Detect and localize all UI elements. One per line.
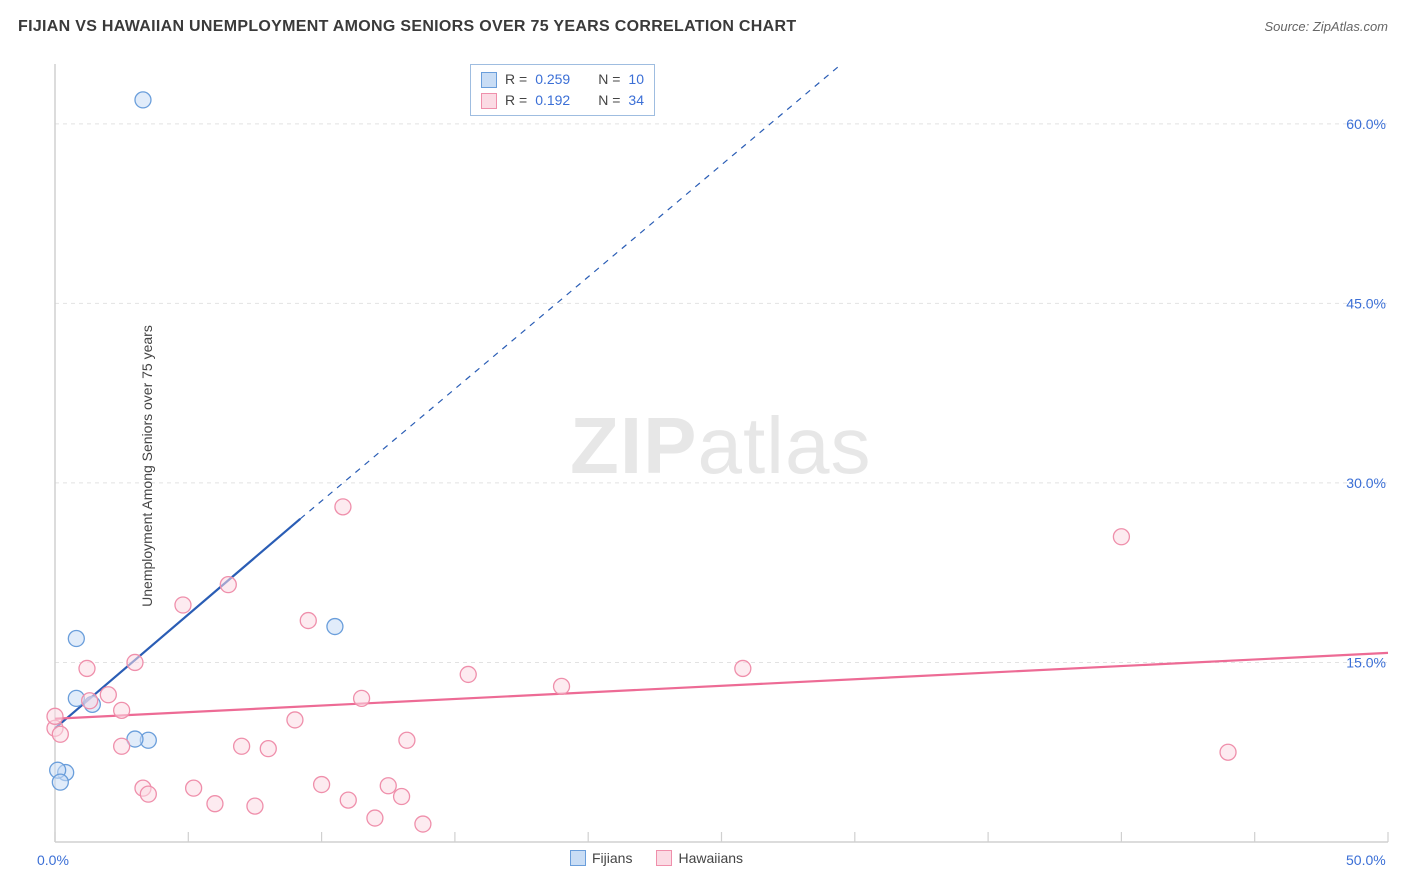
legend-swatch: [481, 72, 497, 88]
legend-item: Fijians: [570, 850, 632, 866]
svg-text:45.0%: 45.0%: [1346, 295, 1386, 311]
scatter-plot: 15.0% 30.0% 45.0% 60.0%: [0, 50, 1406, 882]
legend-swatch: [481, 93, 497, 109]
svg-text:15.0%: 15.0%: [1346, 654, 1386, 670]
stat-n-label: N =: [598, 90, 620, 111]
stat-n-value: 34: [628, 90, 644, 111]
chart-title: FIJIAN VS HAWAIIAN UNEMPLOYMENT AMONG SE…: [18, 18, 796, 36]
stats-row: R = 0.259 N = 10: [481, 69, 644, 90]
origin-label: 0.0%: [37, 852, 69, 868]
chart-area: Unemployment Among Seniors over 75 years…: [0, 50, 1406, 882]
stat-n-label: N =: [598, 69, 620, 90]
stat-n-value: 10: [628, 69, 644, 90]
stat-r-label: R =: [505, 69, 527, 90]
stat-r-value: 0.192: [535, 90, 570, 111]
series-legend: Fijians Hawaiians: [570, 850, 743, 866]
y-axis-label: Unemployment Among Seniors over 75 years: [139, 325, 155, 607]
legend-swatch: [656, 850, 672, 866]
legend-label: Fijians: [592, 850, 632, 866]
xmax-label: 50.0%: [1346, 852, 1386, 868]
chart-header: FIJIAN VS HAWAIIAN UNEMPLOYMENT AMONG SE…: [18, 18, 1388, 36]
chart-source: Source: ZipAtlas.com: [1264, 19, 1388, 34]
stat-r-value: 0.259: [535, 69, 570, 90]
legend-item: Hawaiians: [656, 850, 743, 866]
svg-text:60.0%: 60.0%: [1346, 116, 1386, 132]
stats-row: R = 0.192 N = 34: [481, 90, 644, 111]
legend-label: Hawaiians: [678, 850, 743, 866]
stat-r-label: R =: [505, 90, 527, 111]
stats-legend-box: R = 0.259 N = 10 R = 0.192 N = 34: [470, 64, 655, 116]
svg-text:30.0%: 30.0%: [1346, 475, 1386, 491]
legend-swatch: [570, 850, 586, 866]
